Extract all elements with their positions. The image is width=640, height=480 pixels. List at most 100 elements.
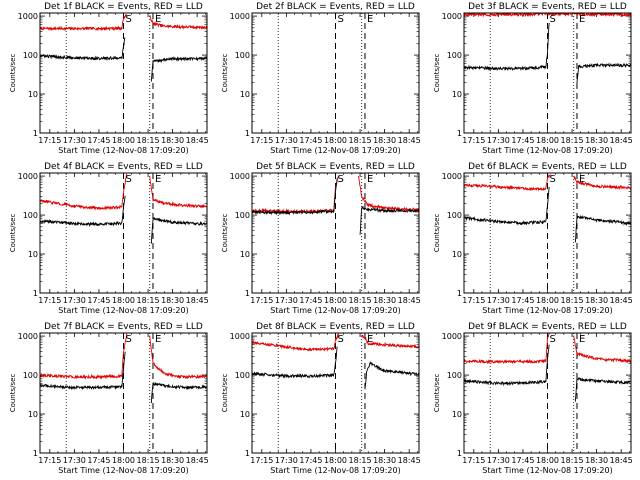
x-axis-label: Start Time (12-Nov-08 17:09:20)	[482, 466, 612, 475]
x-tick-label: 17:45	[511, 296, 534, 305]
x-tick-label: 18:45	[610, 296, 633, 305]
y-tick-label: 1	[457, 129, 462, 138]
series-line-events	[464, 344, 631, 402]
x-tick-label: 18:45	[610, 456, 633, 465]
axes-frame	[39, 332, 208, 454]
chart-panel: Det 4f BLACK = Events, RED = LLD Counts/s…	[9, 162, 209, 315]
y-tick-label: 100	[235, 371, 250, 380]
series-line-lld	[464, 174, 631, 192]
marker-label-e: E	[155, 334, 161, 345]
axes-frame	[251, 332, 420, 454]
x-tick-label: 17:15	[250, 456, 273, 465]
plot-area	[252, 333, 419, 453]
y-tick-label: 10	[240, 250, 250, 259]
x-axis-label: Start Time (12-Nov-08 17:09:20)	[270, 306, 400, 315]
y-tick-label: 100	[23, 211, 38, 220]
x-tick-label: 17:45	[511, 456, 534, 465]
y-tick-label: 10	[28, 410, 38, 419]
y-axis-label: Counts/sec	[9, 374, 17, 413]
axes-frame	[251, 12, 420, 134]
x-tick-label: 18:30	[373, 296, 396, 305]
y-tick-label: 1	[245, 289, 250, 298]
chart-panel: Det 8f BLACK = Events, RED = LLD Counts/s…	[221, 322, 421, 475]
series-line-events	[252, 346, 419, 390]
series-line-lld	[252, 333, 419, 352]
x-tick-label: 18:30	[161, 456, 184, 465]
y-tick-label: 1	[33, 289, 38, 298]
x-tick-label: 17:30	[487, 456, 510, 465]
y-tick-label: 1	[245, 129, 250, 138]
marker-label-e: E	[367, 14, 373, 25]
series-line-events	[40, 37, 207, 82]
x-tick-label: 17:30	[63, 136, 86, 145]
x-tick-label: 17:30	[487, 296, 510, 305]
y-tick-label: 1	[33, 449, 38, 458]
x-tick-label: 18:30	[585, 296, 608, 305]
y-tick-label: 10	[452, 410, 462, 419]
x-tick-label: 18:45	[186, 456, 209, 465]
axes-frame	[463, 172, 632, 294]
plot-area	[464, 333, 631, 453]
marker-label-e: E	[367, 174, 373, 185]
marker-label-e: E	[155, 14, 161, 25]
x-tick-label: 18:15	[349, 456, 372, 465]
plot-area	[464, 13, 631, 133]
y-tick-label: 1000	[18, 12, 38, 21]
marker-label-s: S	[550, 334, 556, 345]
x-tick-label: 17:30	[275, 296, 298, 305]
y-axis-label: Counts/sec	[9, 54, 17, 93]
marker-label-s: S	[550, 14, 556, 25]
marker-label-s: S	[126, 174, 132, 185]
x-axis-label: Start Time (12-Nov-08 17:09:20)	[58, 306, 188, 315]
x-tick-label: 18:15	[137, 456, 160, 465]
axes-frame	[251, 172, 420, 294]
panel-title: Det 1f BLACK = Events, RED = LLD	[44, 2, 203, 12]
chart-panel: Det 5f BLACK = Events, RED = LLD Counts/s…	[221, 162, 421, 315]
x-tick-label: 18:30	[161, 136, 184, 145]
y-tick-label: 100	[447, 51, 462, 60]
x-tick-label: 17:15	[38, 296, 61, 305]
x-tick-label: 17:30	[275, 456, 298, 465]
x-tick-label: 18:45	[398, 136, 421, 145]
x-axis-label: Start Time (12-Nov-08 17:09:20)	[58, 466, 188, 475]
x-tick-label: 17:30	[487, 136, 510, 145]
x-tick-label: 17:15	[38, 456, 61, 465]
y-axis-label: Counts/sec	[9, 214, 17, 253]
marker-label-s: S	[550, 174, 556, 185]
x-tick-label: 17:15	[462, 136, 485, 145]
y-axis-label: Counts/sec	[433, 54, 441, 93]
y-tick-label: 10	[28, 90, 38, 99]
x-tick-label: 18:45	[398, 456, 421, 465]
x-tick-label: 18:15	[561, 136, 584, 145]
y-tick-label: 10	[452, 90, 462, 99]
x-tick-label: 18:15	[349, 296, 372, 305]
x-tick-label: 18:00	[324, 296, 347, 305]
series-line-lld	[464, 13, 631, 18]
x-axis-label: Start Time (12-Nov-08 17:09:20)	[482, 306, 612, 315]
series-line-lld	[40, 333, 207, 380]
marker-label-e: E	[579, 334, 585, 345]
panel-title: Det 8f BLACK = Events, RED = LLD	[256, 322, 415, 332]
x-tick-label: 18:00	[536, 136, 559, 145]
x-axis-label: Start Time (12-Nov-08 17:09:20)	[58, 146, 188, 155]
x-tick-label: 17:30	[63, 456, 86, 465]
y-tick-label: 1000	[442, 12, 462, 21]
x-tick-label: 18:45	[398, 296, 421, 305]
series-line-events	[464, 22, 631, 83]
x-tick-label: 17:45	[299, 136, 322, 145]
y-axis-label: Counts/sec	[433, 214, 441, 253]
axes-frame	[39, 12, 208, 134]
axes-frame	[463, 332, 632, 454]
x-tick-label: 17:45	[87, 136, 110, 145]
x-tick-label: 18:30	[161, 296, 184, 305]
x-tick-label: 17:15	[462, 296, 485, 305]
x-tick-label: 17:15	[38, 136, 61, 145]
series-line-events	[252, 178, 419, 235]
marker-label-e: E	[579, 14, 585, 25]
plot-area	[40, 333, 207, 453]
series-line-lld	[464, 333, 631, 365]
y-tick-label: 100	[447, 371, 462, 380]
marker-label-s: S	[126, 334, 132, 345]
chart-panel: Det 3f BLACK = Events, RED = LLD Counts/s…	[433, 2, 633, 155]
